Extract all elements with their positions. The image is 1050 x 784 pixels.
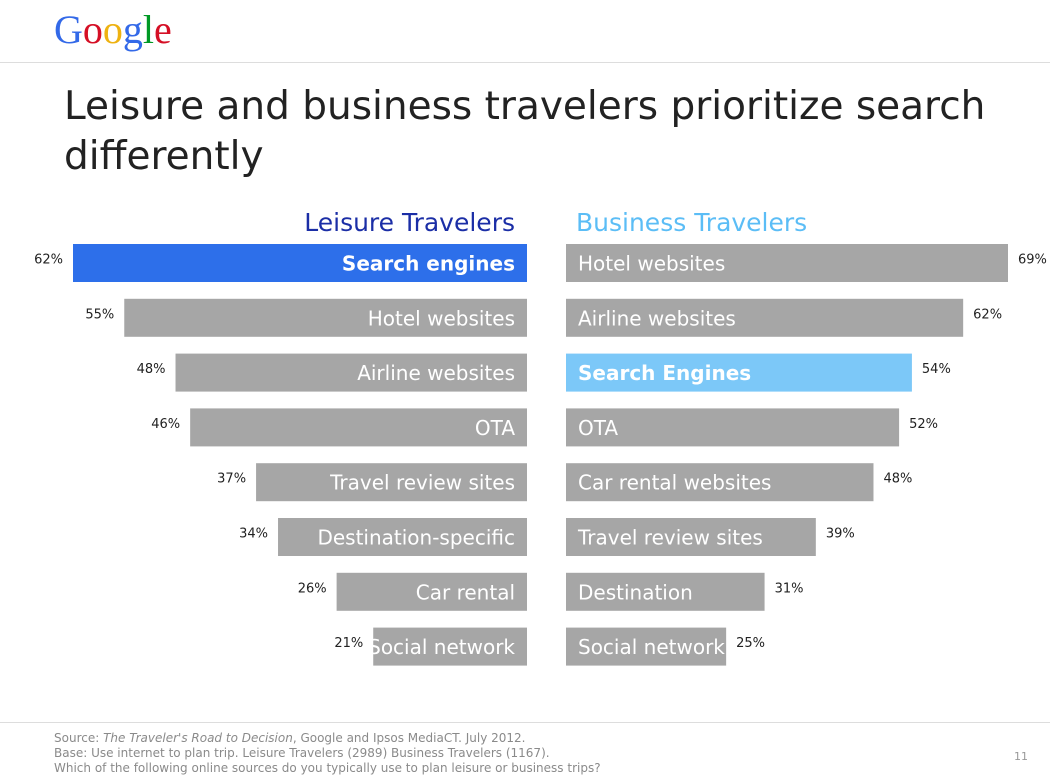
bar	[566, 627, 727, 666]
bar	[175, 353, 528, 392]
value-label: 69%	[1018, 253, 1047, 268]
value-label: 37%	[217, 472, 246, 487]
bar-label: Car rental	[416, 580, 515, 604]
value-label: 48%	[883, 472, 912, 487]
bar	[190, 408, 527, 447]
value-label: 31%	[775, 581, 804, 596]
bar-label: Travel review sites	[577, 526, 763, 550]
value-label: 62%	[973, 307, 1002, 322]
bar-label: Search engines	[342, 252, 515, 276]
bar	[566, 353, 912, 392]
bar-label: OTA	[475, 416, 515, 440]
bar-label: Destination-specific	[317, 526, 515, 550]
slide-title: Leisure and business travelers prioritiz…	[64, 84, 986, 179]
value-label: 21%	[334, 636, 363, 651]
page-number: 11	[1014, 750, 1028, 763]
value-label: 52%	[909, 417, 938, 432]
value-label: 26%	[298, 581, 327, 596]
value-label: 34%	[239, 527, 268, 542]
bar	[373, 627, 527, 666]
question: Which of the following online sources do…	[54, 761, 601, 775]
bar	[566, 298, 964, 337]
value-label: 54%	[922, 362, 951, 377]
bar-label: Search Engines	[578, 361, 751, 385]
bar-label: Destination	[578, 580, 693, 604]
value-label: 25%	[736, 636, 765, 651]
footer: Source: The Traveler's Road to Decision,…	[54, 731, 601, 776]
logo: Google	[54, 7, 172, 52]
bar-label: Hotel websites	[368, 306, 515, 330]
bar	[566, 518, 816, 556]
bar	[566, 244, 1008, 282]
chart-title: Business Travelers	[576, 208, 807, 237]
value-label: 55%	[85, 307, 114, 322]
bar-label: OTA	[578, 416, 618, 440]
source-suffix: , Google and Ipsos MediaCT. July 2012.	[292, 731, 526, 745]
bar	[566, 463, 874, 502]
bar-label: Social network	[578, 635, 725, 659]
value-label: 48%	[137, 362, 166, 377]
bar	[73, 244, 527, 282]
chart-title: Leisure Travelers	[304, 208, 515, 237]
bar-label: Travel review sites	[329, 471, 515, 495]
source: Source: The Traveler's Road to Decision,…	[54, 731, 601, 746]
source-prefix: Source:	[54, 731, 104, 745]
value-label: 62%	[34, 253, 63, 268]
value-label: 39%	[826, 527, 855, 542]
bar-label: Airline websites	[578, 306, 736, 330]
value-label: 46%	[151, 417, 180, 432]
base: Base: Use internet to plan trip. Leisure…	[54, 746, 550, 760]
bar	[256, 463, 527, 502]
bar	[278, 518, 527, 556]
bar-label: Airline websites	[357, 361, 515, 385]
bar-label: Car rental websites	[578, 471, 771, 495]
bar	[124, 298, 528, 337]
bar-label: Social network	[368, 635, 515, 659]
bar-label: Hotel websites	[578, 252, 725, 276]
bar	[336, 572, 527, 611]
source-title: The Traveler's Road to Decision	[103, 731, 293, 745]
bar	[566, 572, 765, 611]
bar	[566, 408, 900, 447]
